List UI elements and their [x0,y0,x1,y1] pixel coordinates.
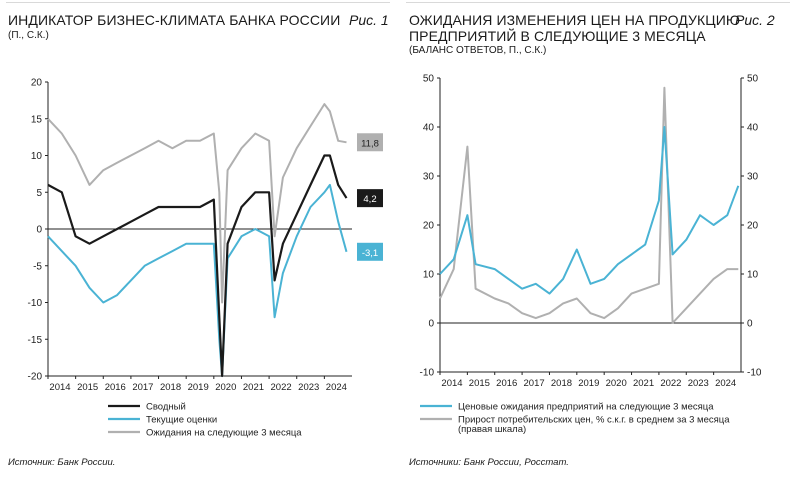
chart-title-2-line1: ОЖИДАНИЯ ИЗМЕНЕНИЯ ЦЕН НА ПРОДУКЦИЮ [409,12,741,28]
x-tick-label: 2015 [469,378,490,389]
x-tick-label: 2018 [551,378,572,389]
top-divider-right [406,2,790,3]
x-tick-label: 2017 [524,378,545,389]
chart-subtitle-1: (П., С.К.) [8,30,49,41]
y2-tick-label: 50 [747,74,759,85]
legend-label-blue: Ценовые ожидания предприятий на следующи… [458,402,714,413]
y-tick-label: 10 [31,151,43,162]
end-label-box [357,133,383,152]
y-tick-label: -10 [420,368,435,379]
y-tick-label: 20 [423,221,435,232]
top-divider-left [6,2,390,3]
x-tick-label: 2019 [188,382,209,393]
figure-number-2: Рис. 2 [735,12,775,28]
y2-tick-label: 20 [747,221,759,232]
y-tick-label: -10 [28,298,43,309]
source-1: Источник: Банк России. [8,457,116,468]
chart-2: -10 0 10 20 30 40 50 -10 0 10 20 30 40 50 2014 2015 2016… [420,74,762,436]
chart-1: -20 -15 -10 -5 0 5 10 15 20 2014 2015 2016 2017 2018 2… [28,78,383,439]
y-tick-label: 0 [36,225,42,236]
legend-label-gray: Прирост потребительских цен, % с.к.г. в … [458,415,730,426]
y2-tick-label: 0 [747,319,753,330]
x-tick-label: 2016 [496,378,517,389]
figure-number-1: Рис. 1 [349,12,389,28]
end-label: -3,1 [362,248,378,259]
legend-label-black: Сводный [146,402,186,413]
y-tick-label: 5 [36,188,42,199]
y-tick-label: 50 [423,74,435,85]
source-2: Источники: Банк России, Росстат. [409,457,569,468]
x-tick-label: 2024 [715,378,736,389]
legend-label-blue: Текущие оценки [146,415,217,426]
x-tick-label: 2015 [77,382,98,393]
y2-tick-label: 10 [747,270,759,281]
end-label-box [357,242,383,261]
end-label-box [357,189,383,208]
x-tick-label: 2020 [606,378,627,389]
x-tick-label: 2017 [132,382,153,393]
y2-tick-label: -10 [747,368,762,379]
series-line-gray [439,86,739,324]
y-tick-label: -15 [28,335,43,346]
series-line-gray [47,103,347,304]
series-line-black [47,154,348,378]
y-tick-label: -20 [28,372,43,383]
y-tick-label: 30 [423,172,435,183]
x-tick-label: 2021 [633,378,654,389]
x-tick-label: 2022 [271,382,292,393]
y2-tick-label: 30 [747,172,759,183]
chart-title-2-line2: ПРЕДПРИЯТИЙ В СЛЕДУЮЩИЕ 3 МЕСЯЦА [409,28,706,44]
y-tick-label: 20 [31,78,43,89]
legend-label-gray: Ожидания на следующие 3 месяца [146,428,302,439]
y-tick-label: 40 [423,123,435,134]
x-tick-label: 2016 [105,382,126,393]
x-tick-label: 2019 [578,378,599,389]
series-line-blue [439,126,740,295]
y-tick-label: -5 [33,261,42,272]
legend-label-gray-cont: (правая шкала) [458,424,526,435]
y-tick-label: 15 [31,114,43,125]
x-tick-label: 2020 [215,382,236,393]
end-label: 4,2 [363,194,376,205]
end-label: 11,8 [361,138,379,149]
chart-title-1: ИНДИКАТОР БИЗНЕС-КЛИМАТА БАНКА РОССИИ [8,12,341,28]
x-tick-label: 2014 [441,378,462,389]
x-tick-label: 2014 [49,382,70,393]
x-tick-label: 2022 [660,378,681,389]
x-tick-label: 2023 [298,382,319,393]
x-tick-label: 2023 [688,378,709,389]
x-tick-label: 2021 [243,382,264,393]
x-tick-label: 2018 [160,382,181,393]
y-tick-label: 0 [428,319,434,330]
y-tick-label: 10 [423,270,435,281]
series-line-blue [47,183,348,377]
y2-tick-label: 40 [747,123,759,134]
x-tick-label: 2024 [326,382,347,393]
chart-subtitle-2: (БАЛАНС ОТВЕТОВ, П., С.К.) [409,45,547,56]
